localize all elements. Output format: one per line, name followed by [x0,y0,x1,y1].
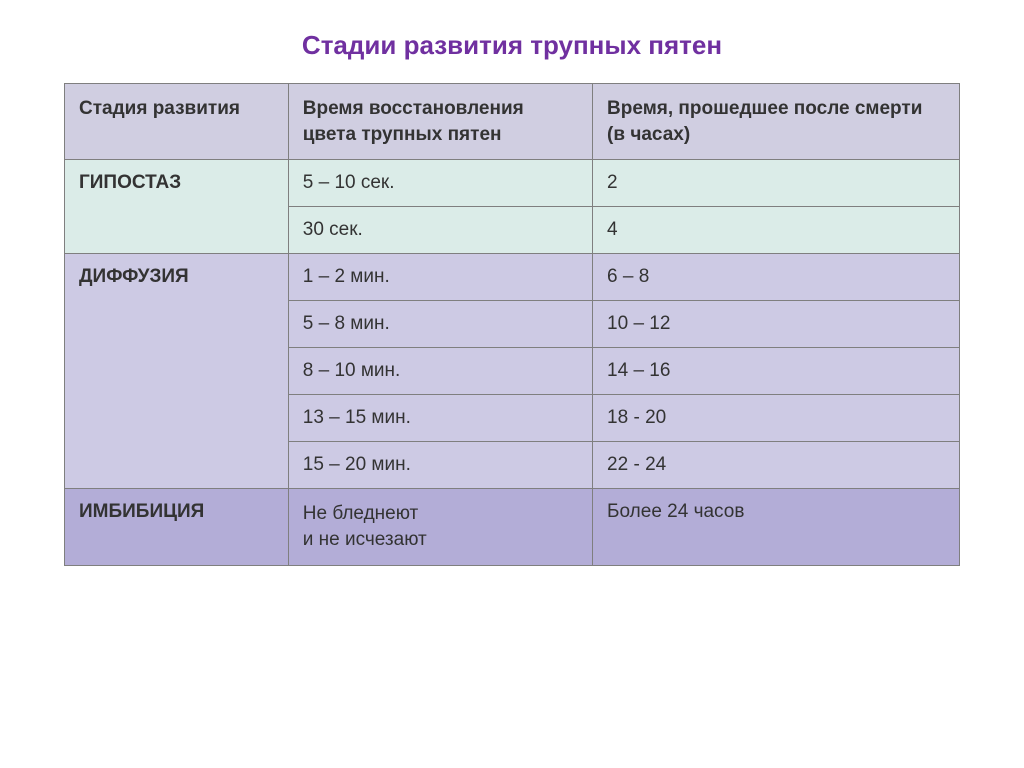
hours-cell: 6 – 8 [593,254,960,301]
table-row: ИМБИБИЦИЯ Не бледнеюти не исчезают Более… [65,489,960,565]
hours-cell: 2 [593,160,960,207]
col-header-recovery: Время восстановления цвета трупных пятен [288,84,592,160]
recovery-cell: Не бледнеюти не исчезают [288,489,592,565]
recovery-cell: 13 – 15 мин. [288,395,592,442]
recovery-cell: 5 – 10 сек. [288,160,592,207]
table-header-row: Стадия развития Время восстановления цве… [65,84,960,160]
hours-cell: 22 - 24 [593,442,960,489]
hours-cell: Более 24 часов [593,489,960,565]
col-header-hours: Время, прошедшее после смерти (в часах) [593,84,960,160]
recovery-cell: 8 – 10 мин. [288,348,592,395]
table-row: ГИПОСТАЗ 5 – 10 сек. 2 [65,160,960,207]
recovery-cell: 15 – 20 мин. [288,442,592,489]
stage-cell: ДИФФУЗИЯ [65,254,289,489]
page-title: Стадии развития трупных пятен [64,30,960,61]
table-row: ДИФФУЗИЯ 1 – 2 мин. 6 – 8 [65,254,960,301]
hours-cell: 4 [593,207,960,254]
hours-cell: 14 – 16 [593,348,960,395]
col-header-stage: Стадия развития [65,84,289,160]
recovery-cell: 5 – 8 мин. [288,301,592,348]
recovery-cell: 30 сек. [288,207,592,254]
stages-table: Стадия развития Время восстановления цве… [64,83,960,566]
hours-cell: 18 - 20 [593,395,960,442]
stage-cell: ГИПОСТАЗ [65,160,289,254]
recovery-cell: 1 – 2 мин. [288,254,592,301]
stage-cell: ИМБИБИЦИЯ [65,489,289,565]
hours-cell: 10 – 12 [593,301,960,348]
